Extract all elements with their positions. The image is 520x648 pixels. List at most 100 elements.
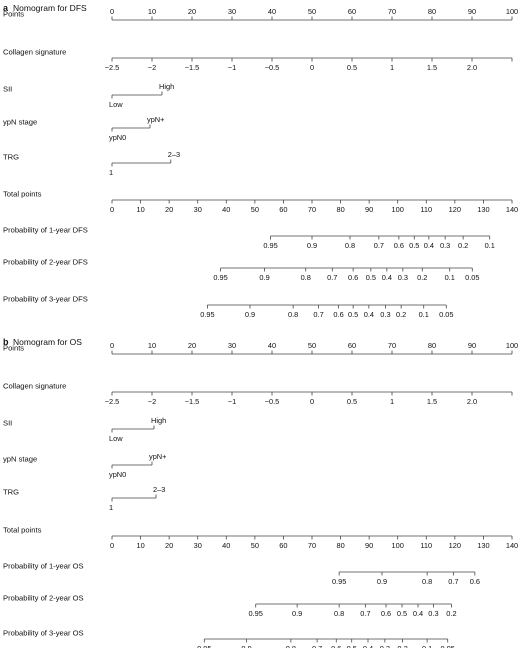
- tick-label: 0.3: [428, 609, 438, 618]
- tick-label: 0.1: [422, 644, 432, 648]
- row-probability-of-3-year-os: Probability of 3-year OS 0.95 0.9 0.8 0.7 0.6…: [3, 629, 455, 648]
- panel-title: Nomogram for OS: [13, 337, 82, 347]
- tick-label: Low: [109, 434, 123, 443]
- tick-label: 0.95: [213, 273, 227, 282]
- tick-label: 110: [420, 205, 432, 214]
- tick-label: 80: [428, 7, 436, 16]
- tick-label: −2: [148, 397, 156, 406]
- row-label: TRG: [3, 153, 19, 162]
- tick-label: 30: [228, 7, 236, 16]
- tick-label: 0: [310, 397, 314, 406]
- tick-label: 1.5: [427, 63, 437, 72]
- row-sii: SII Low High: [3, 416, 166, 443]
- tick-label: 2–3: [153, 485, 165, 494]
- tick-label: 0.6: [331, 644, 341, 648]
- tick-label: −0.5: [265, 63, 280, 72]
- tick-label: −1.5: [185, 397, 200, 406]
- tick-label: 0: [110, 341, 114, 350]
- tick-label: −0.5: [265, 397, 280, 406]
- tick-label: 10: [136, 541, 144, 550]
- row-points: Points 0 10 20 30 40 50 60 70 80 90 100: [3, 7, 518, 21]
- tick-label: 2.0: [467, 397, 477, 406]
- tick-label: 0.8: [334, 609, 344, 618]
- tick-label: 90: [468, 341, 476, 350]
- tick-label: 110: [420, 541, 432, 550]
- tick-label: 0.05: [441, 644, 455, 648]
- tick-label: 20: [165, 205, 173, 214]
- tick-label: 0.6: [470, 577, 480, 586]
- row-label: Probability of 1-year DFS: [3, 226, 88, 235]
- tick-label: 0.2: [396, 310, 406, 319]
- row-label: ypN stage: [3, 455, 37, 464]
- row-label: Points: [3, 10, 24, 19]
- row-probability-of-1-year-os: Probability of 1-year OS 0.95 0.9 0.8 0.7 0.6: [3, 562, 480, 587]
- tick-label: 0.5: [347, 397, 357, 406]
- tick-label: 0.8: [288, 310, 298, 319]
- tick-label: 70: [308, 205, 316, 214]
- tick-label: 40: [268, 341, 276, 350]
- tick-label: 0.6: [333, 310, 343, 319]
- tick-label: High: [151, 416, 166, 425]
- tick-label: 60: [348, 341, 356, 350]
- row-label: Probability of 1-year OS: [3, 562, 84, 571]
- tick-label: 130: [477, 205, 489, 214]
- tick-label: 0.7: [313, 310, 323, 319]
- tick-label: 0.6: [394, 241, 404, 250]
- tick-label: 0.5: [348, 310, 358, 319]
- tick-label: 30: [194, 541, 202, 550]
- panel-title: Nomogram for DFS: [13, 3, 87, 13]
- tick-label: 0.5: [347, 63, 357, 72]
- row-collagen-signature: Collagen signature −2.5 −2 −1.5 −1 −0.5 0 0.5 1 1…: [3, 48, 513, 72]
- row-label: Probability of 2-year DFS: [3, 258, 88, 267]
- tick-label: 0.3: [440, 241, 450, 250]
- tick-label: 0.7: [312, 644, 322, 648]
- tick-label: 140: [506, 541, 518, 550]
- tick-label: 0.3: [380, 644, 390, 648]
- tick-label: 30: [194, 205, 202, 214]
- tick-label: 0.9: [241, 644, 251, 648]
- tick-label: 0.5: [397, 609, 407, 618]
- tick-label: 0.95: [263, 241, 277, 250]
- tick-label: 60: [348, 7, 356, 16]
- row-label: SII: [3, 419, 12, 428]
- row-label: Collagen signature: [3, 382, 66, 391]
- tick-label: 10: [136, 205, 144, 214]
- tick-label: 140: [506, 205, 518, 214]
- tick-label: 0.5: [347, 644, 357, 648]
- row-label: Total points: [3, 526, 42, 535]
- tick-label: 50: [308, 341, 316, 350]
- row-probability-of-1-year-dfs: Probability of 1-year DFS 0.95 0.9 0.8 0.7 0.…: [3, 226, 495, 251]
- tick-label: 90: [365, 541, 373, 550]
- tick-label: 100: [506, 7, 518, 16]
- tick-label: ypN0: [109, 133, 126, 142]
- tick-label: 30: [228, 341, 236, 350]
- tick-label: 20: [188, 341, 196, 350]
- row-label: ypN stage: [3, 118, 37, 127]
- tick-label: 0.7: [374, 241, 384, 250]
- tick-label: 0.3: [398, 273, 408, 282]
- row-label: Probability of 2-year OS: [3, 594, 84, 603]
- tick-label: 0: [110, 205, 114, 214]
- panel-letter: b: [3, 337, 9, 347]
- tick-label: 0.9: [259, 273, 269, 282]
- tick-label: 0.5: [366, 273, 376, 282]
- tick-label: 0.1: [485, 241, 495, 250]
- tick-label: 10: [148, 341, 156, 350]
- tick-label: 0.95: [197, 644, 211, 648]
- tick-label: 0.2: [446, 609, 456, 618]
- tick-label: 0.7: [360, 609, 370, 618]
- tick-label: 0.95: [249, 609, 263, 618]
- row-points: Points 0 10 20 30 40 50 60 70 80 90 100: [3, 341, 518, 355]
- tick-label: 80: [336, 205, 344, 214]
- tick-label: −2.5: [105, 397, 120, 406]
- row-label: Total points: [3, 190, 42, 199]
- tick-label: 80: [336, 541, 344, 550]
- row-probability-of-2-year-os: Probability of 2-year OS 0.95 0.9 0.8 0.7 0.6…: [3, 594, 457, 619]
- tick-label: 80: [428, 341, 436, 350]
- tick-label: 0.6: [348, 273, 358, 282]
- row-trg: TRG 1 2–3: [3, 485, 165, 512]
- row-label: Probability of 3-year OS: [3, 629, 84, 638]
- tick-label: 100: [506, 341, 518, 350]
